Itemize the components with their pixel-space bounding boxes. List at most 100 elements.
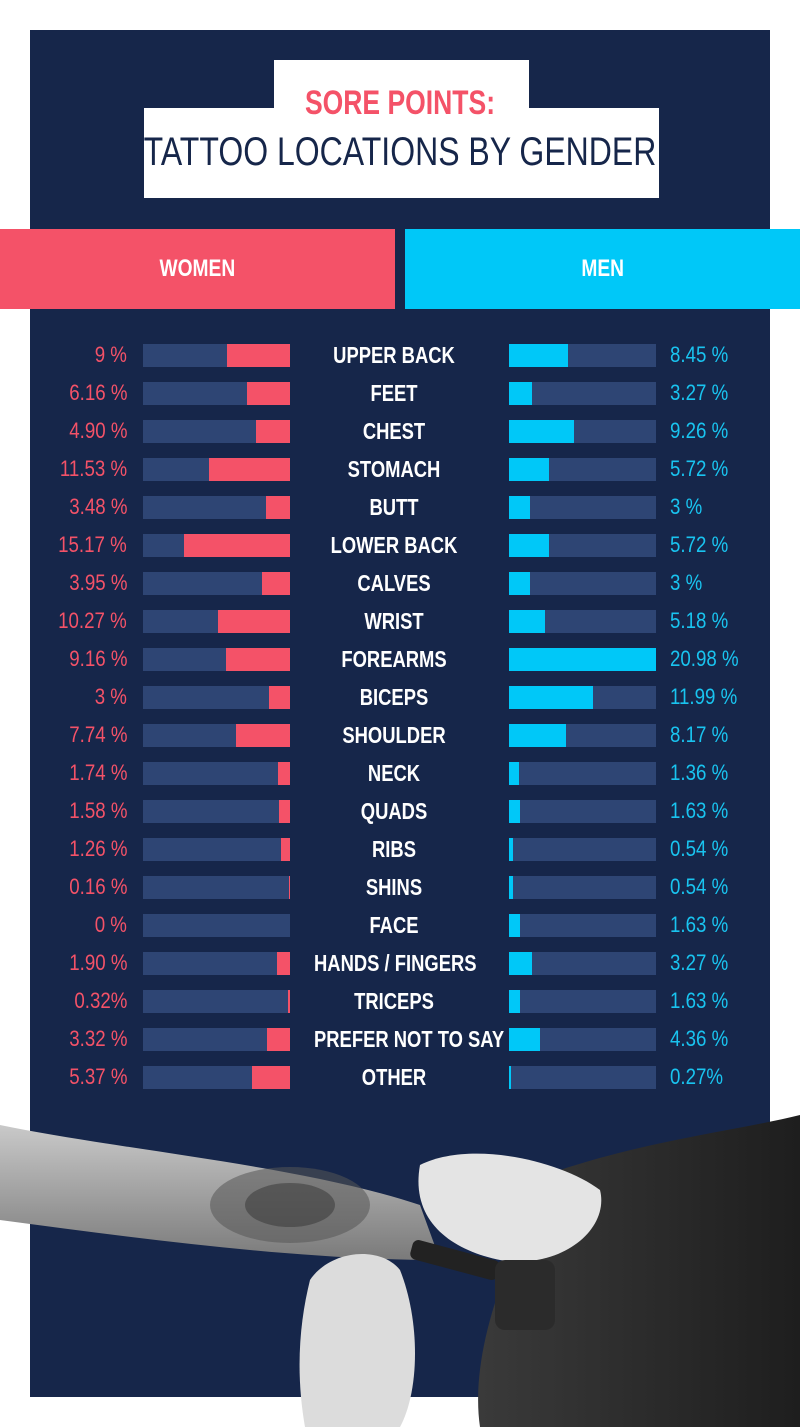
women-bar (235, 724, 290, 747)
women-bar (246, 382, 290, 405)
category-label: BICEPS (359, 684, 429, 710)
women-bar (287, 990, 290, 1013)
category-label: QUADS (360, 798, 428, 824)
legend-women: WOMEN (0, 229, 395, 309)
women-bar (218, 610, 290, 633)
men-value-label: 5.72 % (670, 456, 729, 481)
men-bar (509, 952, 532, 975)
men-bar (509, 1028, 540, 1051)
men-bar-track (509, 686, 656, 709)
women-bar (288, 876, 290, 899)
women-bar-track (143, 496, 290, 519)
men-bar (509, 382, 532, 405)
men-value-label: 4.36 % (670, 1026, 729, 1051)
women-bar (225, 648, 290, 671)
women-bar-track (143, 914, 290, 937)
women-bar (277, 762, 290, 785)
women-bar-track (143, 876, 290, 899)
men-value-label: 1.63 % (670, 798, 729, 823)
men-bar-track (509, 382, 656, 405)
men-bar (509, 496, 530, 519)
men-value-label: 8.45 % (670, 342, 729, 367)
women-bar (266, 1028, 290, 1051)
women-bar-track (143, 382, 290, 405)
women-bar (278, 800, 290, 823)
men-value-label: 9.26 % (670, 418, 729, 443)
category-label: FEET (370, 380, 418, 406)
women-bar-track (143, 648, 290, 671)
category-label: CHEST (362, 418, 426, 444)
women-bar-track (143, 1066, 290, 1089)
women-value-label: 3.95 % (68, 570, 127, 595)
men-value-label: 11.99 % (670, 684, 738, 709)
chart-row: 4.90 % CHEST 9.26 % (0, 418, 800, 444)
women-bar-track (143, 458, 290, 481)
men-bar-track (509, 1066, 656, 1089)
women-bar-track (143, 610, 290, 633)
title-box (144, 108, 659, 198)
category-label: TRICEPS (354, 988, 434, 1014)
women-value-label: 15.17 % (58, 532, 127, 557)
men-value-label: 1.63 % (670, 988, 729, 1013)
men-value-label: 1.36 % (670, 760, 729, 785)
women-value-label: 1.74 % (68, 760, 127, 785)
category-label: CALVES (357, 570, 431, 596)
legend-men-label: MEN (581, 255, 624, 282)
women-bar-track (143, 762, 290, 785)
men-value-label: 0.54 % (670, 874, 729, 899)
men-value-label: 8.17 % (670, 722, 729, 747)
women-bar-track (143, 686, 290, 709)
women-value-label: 3.48 % (68, 494, 127, 519)
women-bar-track (143, 534, 290, 557)
men-bar (509, 838, 513, 861)
chart-row: 1.26 % RIBS 0.54 % (0, 836, 800, 862)
men-bar-track (509, 496, 656, 519)
chart-row: 0.16 % SHINS 0.54 % (0, 874, 800, 900)
women-value-label: 0.16 % (68, 874, 127, 899)
chart-row: 10.27 % WRIST 5.18 % (0, 608, 800, 634)
men-bar (509, 914, 521, 937)
men-bar (509, 724, 567, 747)
men-value-label: 20.98 % (670, 646, 739, 671)
category-label: WRIST (364, 608, 424, 634)
title-box-top (274, 60, 529, 110)
category-label: UPPER BACK (333, 342, 455, 368)
women-bar (269, 686, 290, 709)
women-bar (183, 534, 290, 557)
men-bar-track (509, 420, 656, 443)
women-value-label: 6.16 % (68, 380, 127, 405)
chart-row: 3 % BICEPS 11.99 % (0, 684, 800, 710)
chart-title: SORE POINTS: (304, 84, 496, 122)
men-value-label: 0.27% (670, 1064, 724, 1089)
category-label: NECK (367, 760, 421, 786)
women-bar-track (143, 724, 290, 747)
chart-row: 0 % FACE 1.63 % (0, 912, 800, 938)
women-bar (265, 496, 290, 519)
chart-row: 3.95 % CALVES 3 % (0, 570, 800, 596)
men-bar (509, 762, 519, 785)
chart-row: 9.16 % FOREARMS 20.98 % (0, 646, 800, 672)
women-value-label: 9 % (94, 342, 127, 367)
women-value-label: 5.37 % (68, 1064, 127, 1089)
women-bar-track (143, 952, 290, 975)
men-bar (509, 800, 521, 823)
men-bar-track (509, 572, 656, 595)
category-label: HANDS / FINGERS (314, 950, 477, 976)
men-bar-track (509, 838, 656, 861)
men-bar (509, 344, 569, 367)
women-value-label: 0 % (94, 912, 127, 937)
women-bar (227, 344, 290, 367)
men-bar (509, 686, 593, 709)
men-bar (509, 458, 550, 481)
men-bar-track (509, 914, 656, 937)
category-label: OTHER (361, 1064, 427, 1090)
men-bar (509, 572, 530, 595)
women-bar (252, 1066, 290, 1089)
category-label: SHOULDER (342, 722, 446, 748)
chart-row: 3.32 % PREFER NOT TO SAY 4.36 % (0, 1026, 800, 1052)
men-value-label: 0.54 % (670, 836, 729, 861)
chart-row: 6.16 % FEET 3.27 % (0, 380, 800, 406)
chart-row: 5.37 % OTHER 0.27% (0, 1064, 800, 1090)
men-bar (509, 610, 546, 633)
men-bar-track (509, 724, 656, 747)
